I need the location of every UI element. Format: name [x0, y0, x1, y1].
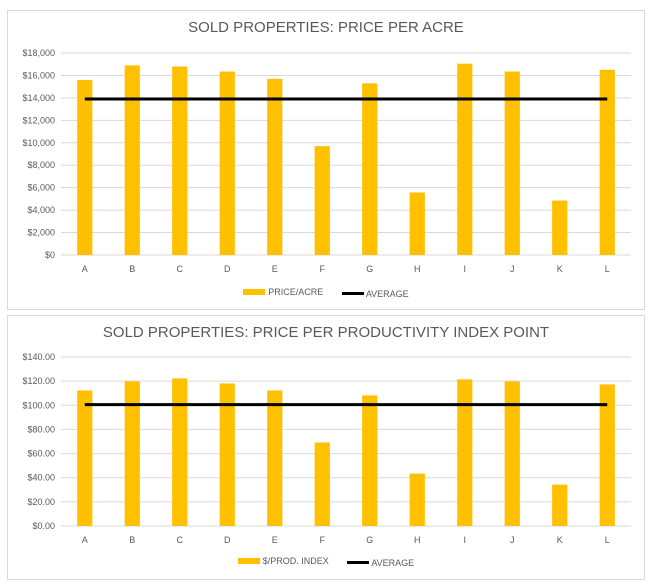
legend: $/PROD. INDEX AVERAGE: [8, 556, 644, 568]
y-tick-label: $120.00: [22, 376, 55, 386]
x-tick-label: H: [414, 535, 421, 545]
y-tick-label: $80.00: [27, 424, 55, 434]
x-tick-label: I: [463, 264, 466, 274]
bar-K: [552, 484, 568, 526]
x-tick-label: K: [557, 264, 563, 274]
y-tick-label: $20.00: [27, 497, 55, 507]
x-tick-label: A: [82, 264, 88, 274]
legend-item-bars: $/PROD. INDEX: [237, 556, 329, 566]
price-per-index-plot: $0.00 $20.00 $40.00 $60.00 $80.00 $100.00 $120…: [22, 352, 631, 545]
x-tick-label: A: [82, 535, 88, 545]
x-tick-label: D: [224, 264, 231, 274]
bar-I: [457, 63, 473, 256]
price-per-acre-chart: SOLD PROPERTIES: PRICE PER ACRE $0 $2,000…: [7, 10, 645, 310]
y-tick-label: $4,000: [27, 205, 55, 215]
chart-title: SOLD PROPERTIES: PRICE PER PRODUCTIVITY …: [102, 324, 550, 341]
x-tick-label: J: [510, 264, 515, 274]
legend-item-average: AVERAGE: [341, 288, 409, 299]
legend-label: PRICE/ACRE: [268, 287, 324, 297]
x-tick-label: H: [414, 264, 421, 274]
price-per-acre-plot: $0 $2,000 $4,000 $6,000 $8,000 $10,000 $12,000…: [22, 48, 631, 274]
legend-item-bars: PRICE/ACRE: [243, 287, 323, 297]
chart-title: SOLD PROPERTIES: PRICE PER ACRE: [188, 19, 464, 36]
bar-H: [409, 473, 425, 526]
legend-swatch-bar: [237, 558, 260, 564]
x-tick-label: C: [177, 535, 184, 545]
bar-E: [267, 390, 283, 526]
legend-label: AVERAGE: [365, 288, 409, 299]
bar-F: [314, 146, 330, 255]
bar-G: [362, 395, 378, 526]
legend-swatch-bar: [243, 289, 266, 295]
bar-D: [219, 383, 235, 526]
x-tick-label: G: [366, 264, 373, 274]
legend-item-average: AVERAGE: [347, 558, 414, 568]
bar-G: [362, 83, 378, 255]
x-tick-label: E: [272, 264, 278, 274]
y-tick-label: $14,000: [22, 93, 55, 103]
y-tick-label: $6,000: [27, 183, 55, 193]
legend: PRICE/ACRE AVERAGE: [8, 287, 644, 299]
bar-B: [124, 381, 140, 526]
bar-A: [77, 390, 93, 526]
x-tick-label: D: [224, 535, 231, 545]
bar-A: [77, 79, 93, 255]
x-tick-label: B: [129, 264, 135, 274]
y-tick-label: $2,000: [27, 228, 55, 238]
x-tick-label: G: [366, 535, 373, 545]
bar-F: [314, 442, 330, 526]
x-tick-label: E: [272, 535, 278, 545]
y-tick-label: $18,000: [22, 48, 55, 58]
bar-E: [267, 78, 283, 255]
legend-swatch-line: [341, 292, 364, 295]
x-tick-label: F: [320, 264, 326, 274]
x-tick-label: L: [605, 264, 610, 274]
bar-D: [219, 71, 235, 255]
x-tick-label: C: [177, 264, 184, 274]
bar-L: [599, 69, 615, 255]
x-tick-label: K: [557, 535, 563, 545]
bar-B: [124, 65, 140, 255]
bar-L: [599, 384, 615, 526]
y-tick-label: $10,000: [22, 138, 55, 148]
x-tick-label: F: [320, 535, 326, 545]
legend-label: AVERAGE: [371, 557, 415, 568]
bar-C: [172, 66, 188, 255]
y-tick-label: $100.00: [22, 400, 55, 410]
x-tick-label: L: [605, 535, 610, 545]
y-tick-label: $140.00: [22, 352, 55, 362]
x-tick-label: J: [510, 535, 515, 545]
y-tick-label: $12,000: [22, 115, 55, 125]
legend-label: $/PROD. INDEX: [262, 556, 329, 566]
bar-J: [504, 381, 520, 526]
y-tick-label: $40.00: [27, 473, 55, 483]
y-tick-label: $8,000: [27, 160, 55, 170]
legend-swatch-line: [347, 561, 370, 564]
y-tick-label: $16,000: [22, 70, 55, 80]
y-tick-label: $0.00: [32, 521, 55, 531]
x-tick-label: I: [463, 535, 466, 545]
y-tick-label: $0: [45, 250, 55, 260]
bar-J: [504, 71, 520, 255]
bar-H: [409, 192, 425, 255]
bar-C: [172, 378, 188, 526]
x-tick-label: B: [129, 535, 135, 545]
bar-K: [552, 200, 568, 255]
y-tick-label: $60.00: [27, 449, 55, 459]
bar-I: [457, 379, 473, 526]
price-per-productivity-index-chart: SOLD PROPERTIES: PRICE PER PRODUCTIVITY …: [7, 315, 645, 580]
